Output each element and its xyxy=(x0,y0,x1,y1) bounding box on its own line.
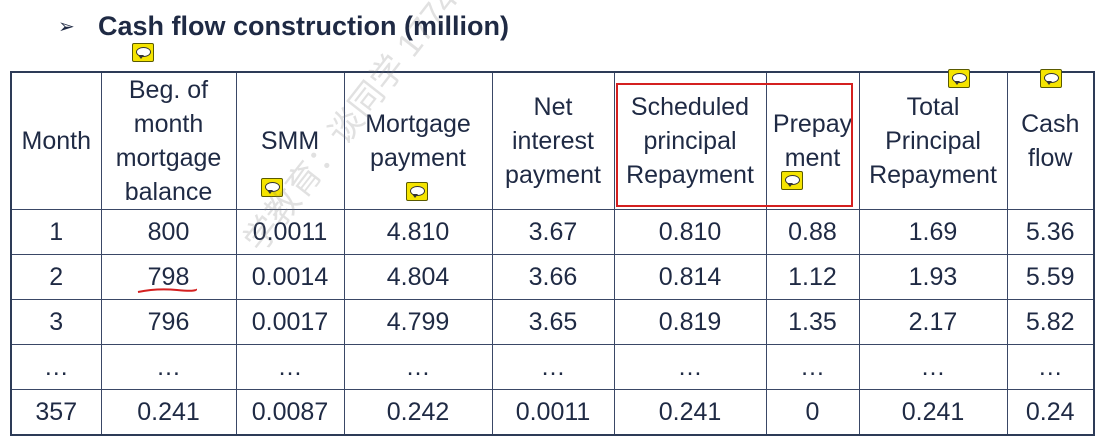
table-cell: 4.799 xyxy=(343,299,493,345)
header-net-interest: Net interest payment xyxy=(491,71,615,210)
header-line: balance xyxy=(124,178,213,206)
table-cell: 0.242 xyxy=(343,389,493,436)
table-cell: 1.93 xyxy=(858,254,1008,300)
header-smm: SMM xyxy=(235,71,345,210)
header-line: Prepay xyxy=(772,110,853,138)
header-line: Repayment xyxy=(626,161,754,189)
table-cell: 0.0011 xyxy=(491,389,615,436)
header-line: Mortgage xyxy=(365,110,471,138)
table-cell: 0.88 xyxy=(765,209,860,255)
table-row: 1 800 0.0011 4.810 3.67 0.810 0.88 1.69 … xyxy=(10,209,1095,255)
table-cell: 1 xyxy=(10,209,102,255)
table-cell: 3.66 xyxy=(491,254,615,300)
table-row: 2 798 0.0014 4.804 3.66 0.814 1.12 1.93 … xyxy=(10,254,1095,300)
comment-icon[interactable] xyxy=(132,43,154,62)
header-line: Total xyxy=(906,93,960,121)
header-line: month xyxy=(133,110,204,138)
table-cell: … xyxy=(858,344,1008,390)
header-line: Net xyxy=(533,93,573,121)
table-cell: … xyxy=(235,344,345,390)
table-row: 3 796 0.0017 4.799 3.65 0.819 1.35 2.17 … xyxy=(10,299,1095,345)
page-title: Cash flow construction (million) xyxy=(98,10,509,41)
header-line: Scheduled xyxy=(630,93,750,121)
heading: ➢ Cash flow construction (million) xyxy=(58,8,509,44)
header-line: mortgage xyxy=(115,144,222,172)
handwritten-underline xyxy=(137,288,197,293)
table-cell: 4.810 xyxy=(343,209,493,255)
table-cell: 0.0011 xyxy=(235,209,345,255)
table-cell: 0.0014 xyxy=(235,254,345,300)
table-header-row: Month Beg. of month mortgage balance SMM… xyxy=(10,71,1095,210)
comment-icon[interactable] xyxy=(781,171,803,190)
table-cell: … xyxy=(100,344,237,390)
header-line: flow xyxy=(1028,144,1073,172)
header-line: payment xyxy=(370,144,466,172)
header-line: payment xyxy=(505,161,601,189)
table-cell: … xyxy=(1006,344,1095,390)
highlight-box xyxy=(616,83,853,207)
header-line: Cash xyxy=(1021,110,1080,138)
header-line: interest xyxy=(512,127,594,155)
table-cell: 5.36 xyxy=(1006,209,1095,255)
table-cell: 0.24 xyxy=(1006,389,1095,436)
table-cell: … xyxy=(491,344,615,390)
table-row: … … … … … … … … … xyxy=(10,344,1095,390)
header-line: ment xyxy=(784,144,841,172)
comment-icon[interactable] xyxy=(1040,69,1062,88)
table-cell: 3.65 xyxy=(491,299,615,345)
table-cell: 800 xyxy=(100,209,237,255)
table-cell: 0.810 xyxy=(613,209,767,255)
header-line: SMM xyxy=(260,127,320,155)
table-cell: 0.241 xyxy=(858,389,1008,436)
table-cell: 0.0087 xyxy=(235,389,345,436)
header-month: Month xyxy=(10,71,102,210)
table-cell: … xyxy=(343,344,493,390)
header-line: Repayment xyxy=(869,161,997,189)
table-cell: 0.241 xyxy=(100,389,237,436)
header-cash-flow: Cash flow xyxy=(1006,71,1095,210)
table-cell: 3 xyxy=(10,299,102,345)
table-cell: … xyxy=(613,344,767,390)
table-cell: 0.819 xyxy=(613,299,767,345)
header-line: principal xyxy=(643,127,737,155)
comment-icon[interactable] xyxy=(261,178,283,197)
table-cell: 357 xyxy=(10,389,102,436)
table-cell: 1.69 xyxy=(858,209,1008,255)
header-total-principal: Total Principal Repayment xyxy=(858,71,1008,210)
cash-flow-table: Month Beg. of month mortgage balance SMM… xyxy=(10,71,1095,436)
table-cell: … xyxy=(765,344,860,390)
table-cell: 0.0017 xyxy=(235,299,345,345)
header-line: Beg. of xyxy=(128,76,209,104)
table-cell: 0.814 xyxy=(613,254,767,300)
table-row: 357 0.241 0.0087 0.242 0.0011 0.241 0 0.… xyxy=(10,389,1095,436)
table-cell: 796 xyxy=(100,299,237,345)
table-cell: 4.804 xyxy=(343,254,493,300)
table-cell: 3.67 xyxy=(491,209,615,255)
table-cell: 5.59 xyxy=(1006,254,1095,300)
table-cell: 0.241 xyxy=(613,389,767,436)
table-cell: 2.17 xyxy=(858,299,1008,345)
header-beg-balance: Beg. of month mortgage balance xyxy=(100,71,237,210)
table-cell: 1.35 xyxy=(765,299,860,345)
comment-icon[interactable] xyxy=(406,182,428,201)
header-line: Month xyxy=(21,127,91,155)
comment-icon[interactable] xyxy=(948,69,970,88)
table-cell: 5.82 xyxy=(1006,299,1095,345)
table-cell: 2 xyxy=(10,254,102,300)
table-cell: 1.12 xyxy=(765,254,860,300)
table-cell: 0 xyxy=(765,389,860,436)
table-cell: … xyxy=(10,344,102,390)
bullet-arrow-icon: ➢ xyxy=(58,15,75,38)
header-line: Principal xyxy=(885,127,981,155)
